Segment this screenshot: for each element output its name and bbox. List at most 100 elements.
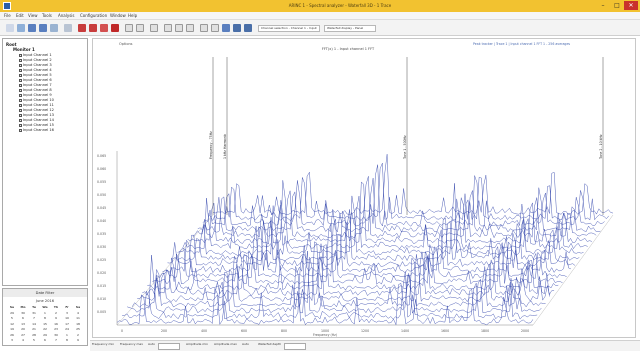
calendar-day[interactable]: 23 (54, 327, 58, 331)
marker-icon[interactable] (211, 24, 219, 32)
tree-item-channel[interactable]: Input Channel 7 (19, 83, 85, 88)
minimize-button[interactable]: – (601, 2, 605, 9)
calendar-day[interactable]: 26 (10, 332, 14, 337)
channel-checkbox[interactable] (19, 68, 22, 72)
spectrum-trace[interactable] (162, 226, 571, 274)
tree-item-channel[interactable]: Input Channel 2 (19, 58, 85, 63)
tree-item-channel[interactable]: Input Channel 3 (19, 63, 85, 68)
spectrum-trace[interactable] (197, 178, 601, 233)
spectrum-trace[interactable] (116, 266, 534, 326)
zoom-in-icon[interactable] (28, 24, 36, 32)
grid-icon[interactable] (125, 24, 133, 32)
export-icon[interactable] (164, 24, 172, 32)
stop-icon[interactable] (89, 24, 97, 32)
calendar-day[interactable]: 3 (66, 310, 68, 315)
calendar-day[interactable]: 27 (21, 332, 25, 337)
spectrum-trace[interactable] (207, 163, 609, 222)
spectrum-trace[interactable] (142, 256, 555, 297)
calendar-day[interactable]: 9 (77, 338, 79, 342)
cursor-icon[interactable] (64, 24, 72, 32)
calendar-day[interactable]: 8 (44, 316, 46, 320)
tree-root[interactable]: Root (6, 42, 17, 47)
calendar-day[interactable]: 7 (33, 316, 35, 320)
calendar-day[interactable]: 10 (65, 316, 69, 320)
menu-tools[interactable]: Tools (42, 13, 52, 18)
calendar-day[interactable]: 24 (65, 327, 69, 331)
tree-item-channel[interactable]: Input Channel 6 (19, 78, 85, 83)
calendar-day[interactable]: 13 (21, 321, 25, 326)
calendar-day[interactable]: 21 (32, 327, 36, 331)
refresh-icon[interactable] (233, 24, 241, 32)
channel-checkbox[interactable] (19, 63, 22, 67)
spectrum-trace[interactable] (122, 255, 538, 320)
record-icon[interactable] (78, 24, 86, 32)
calendar-day[interactable]: 9 (55, 316, 57, 320)
spectrum-trace[interactable] (132, 257, 546, 308)
calendar-day[interactable]: 4 (22, 338, 24, 342)
channel-checkbox[interactable] (19, 98, 22, 102)
spectrum-trace[interactable] (182, 196, 588, 251)
spectrum-trace[interactable] (177, 183, 584, 256)
spectrum-trace[interactable] (157, 219, 567, 280)
channel-checkbox[interactable] (19, 103, 22, 107)
tab-channel-selection[interactable]: Channel selection - Channel 1 - Input (258, 25, 320, 32)
calendar-day[interactable]: 2 (55, 310, 57, 315)
calendar-day[interactable]: 1 (44, 310, 46, 315)
tree-item-channel[interactable]: Input Channel 4 (19, 68, 85, 73)
tree-item-channel[interactable]: Input Channel 5 (19, 73, 85, 78)
maximize-button[interactable]: □ (614, 2, 620, 9)
calendar-day[interactable]: 30 (54, 332, 58, 337)
calendar-day[interactable]: 22 (43, 327, 47, 331)
copy-icon[interactable] (186, 24, 194, 32)
new-icon[interactable] (6, 24, 14, 32)
calendar-day[interactable]: 16 (54, 321, 58, 326)
tree-item-channel[interactable]: Input Channel 14 (19, 118, 85, 123)
calendar-day[interactable]: 3 (11, 338, 13, 342)
spectrum-trace[interactable] (192, 176, 597, 239)
menu-view[interactable]: View (28, 13, 38, 18)
calendar-day[interactable]: 6 (22, 316, 24, 320)
calendar-day[interactable]: 29 (43, 332, 47, 337)
tree-item-channel[interactable]: Input Channel 8 (19, 88, 85, 93)
calendar-day[interactable]: 31 (32, 310, 36, 315)
tree-item-channel[interactable]: Input Channel 16 (19, 128, 85, 133)
channel-checkbox[interactable] (19, 123, 22, 127)
calendar-day[interactable]: 1 (66, 332, 68, 337)
menu-file[interactable]: File (4, 13, 11, 18)
open-icon[interactable] (17, 24, 25, 32)
channel-checkbox[interactable] (19, 88, 22, 92)
calendar-day[interactable]: 2 (77, 332, 79, 337)
tree-item-channel[interactable]: Input Channel 1 (19, 53, 85, 58)
channel-checkbox[interactable] (19, 93, 22, 97)
spectrum-trace[interactable] (167, 211, 576, 268)
menu-help[interactable]: Help (128, 13, 138, 18)
freq-range-field[interactable] (158, 343, 180, 350)
channel-checkbox[interactable] (19, 73, 22, 77)
spectrum-trace[interactable] (137, 241, 551, 303)
channel-checkbox[interactable] (19, 108, 22, 112)
channel-checkbox[interactable] (19, 128, 22, 132)
waterfall-chart[interactable]: 0.065 0.060 0.055 0.050 0.045 0.040 0.035 0.030… (93, 39, 635, 337)
zoom-out-icon[interactable] (39, 24, 47, 32)
calendar-day[interactable]: 5 (33, 338, 35, 342)
calendar-day[interactable]: 5 (11, 316, 13, 320)
calendar-day[interactable]: 12 (10, 321, 14, 326)
table-icon[interactable] (150, 24, 158, 32)
plot-options-label[interactable]: Options (119, 42, 133, 46)
tree-item-channel[interactable]: Input Channel 12 (19, 108, 85, 113)
tab-waterfall-display[interactable]: Waterfall display - Panel (324, 25, 376, 32)
menu-analysis[interactable]: Analysis (58, 13, 75, 18)
calendar-day[interactable]: 8 (66, 338, 68, 342)
spectrum-trace[interactable] (212, 154, 614, 215)
settings-icon[interactable] (244, 24, 252, 32)
calendar-day[interactable]: 30 (21, 310, 25, 315)
tree-item-channel[interactable]: Input Channel 11 (19, 103, 85, 108)
menu-window[interactable]: Window (110, 13, 126, 18)
spectrum-trace[interactable] (152, 223, 563, 285)
menu-configuration[interactable]: Configuration (80, 13, 108, 18)
spectrum-trace[interactable] (127, 250, 542, 315)
channel-checkbox[interactable] (19, 113, 22, 117)
calendar-day[interactable]: 18 (76, 321, 80, 326)
calendar-month[interactable]: June 2016 (35, 299, 55, 303)
calendar-day[interactable]: 4 (77, 310, 79, 315)
